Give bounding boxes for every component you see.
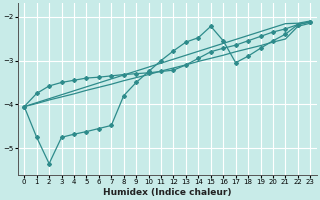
X-axis label: Humidex (Indice chaleur): Humidex (Indice chaleur) [103,188,232,197]
